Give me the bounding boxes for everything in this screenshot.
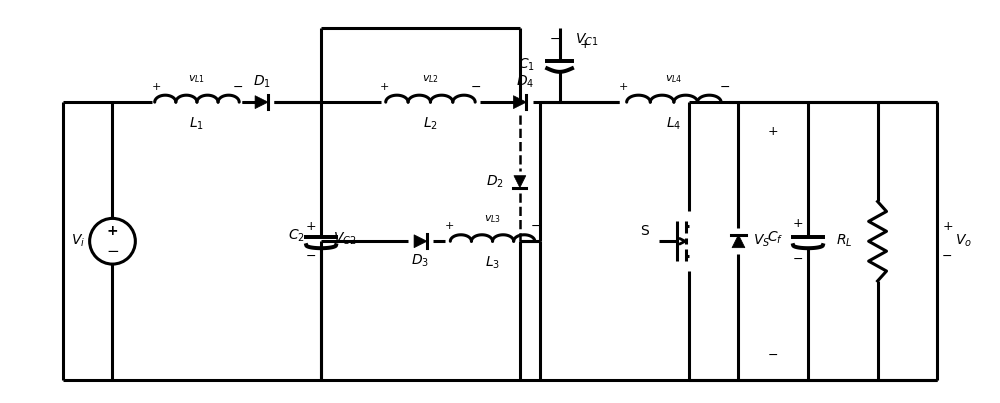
Text: $v_{L1}$: $v_{L1}$ <box>188 73 206 85</box>
Text: $C_f$: $C_f$ <box>767 230 783 247</box>
Polygon shape <box>732 235 745 248</box>
Text: −: − <box>106 244 119 259</box>
Text: S: S <box>640 224 648 238</box>
Text: +: + <box>619 82 628 92</box>
Text: −: − <box>793 253 803 266</box>
Text: +: + <box>579 38 590 51</box>
Polygon shape <box>414 235 427 248</box>
Text: $C_2$: $C_2$ <box>288 228 305 245</box>
Text: $V_{C2}$: $V_{C2}$ <box>333 231 357 247</box>
Text: $V_S$: $V_S$ <box>753 233 771 249</box>
Text: +: + <box>152 82 161 92</box>
Text: $v_{L4}$: $v_{L4}$ <box>665 73 683 85</box>
Text: +: + <box>306 220 317 233</box>
Text: $V_o$: $V_o$ <box>955 233 972 249</box>
Text: $D_2$: $D_2$ <box>486 173 504 190</box>
Text: $V_i$: $V_i$ <box>71 233 85 249</box>
Text: $R_L$: $R_L$ <box>836 233 853 249</box>
Text: $v_{L2}$: $v_{L2}$ <box>422 73 439 85</box>
Text: +: + <box>107 224 118 238</box>
Text: +: + <box>768 125 779 139</box>
Text: $C_1$: $C_1$ <box>518 57 535 73</box>
Text: +: + <box>793 217 803 230</box>
Text: −: − <box>942 249 953 263</box>
Text: −: − <box>471 81 481 94</box>
Text: $D_1$: $D_1$ <box>253 74 271 90</box>
Text: $L_3$: $L_3$ <box>485 255 500 271</box>
Text: −: − <box>719 81 730 94</box>
Text: $V_{C1}$: $V_{C1}$ <box>575 31 598 48</box>
Text: $L_1$: $L_1$ <box>189 116 204 132</box>
Text: $D_4$: $D_4$ <box>516 74 534 90</box>
Text: −: − <box>549 33 560 46</box>
Polygon shape <box>255 96 268 108</box>
Text: +: + <box>942 220 953 233</box>
Text: −: − <box>306 249 316 263</box>
Text: $D_3$: $D_3$ <box>411 253 430 269</box>
Polygon shape <box>514 176 526 187</box>
Text: $L_4$: $L_4$ <box>666 116 682 132</box>
Text: +: + <box>445 221 454 231</box>
Text: $v_{L3}$: $v_{L3}$ <box>484 214 501 225</box>
Text: −: − <box>531 220 541 233</box>
Polygon shape <box>513 96 526 108</box>
Text: $L_2$: $L_2$ <box>423 116 438 132</box>
Text: −: − <box>232 81 243 94</box>
Text: +: + <box>380 82 389 92</box>
Text: −: − <box>768 349 778 362</box>
